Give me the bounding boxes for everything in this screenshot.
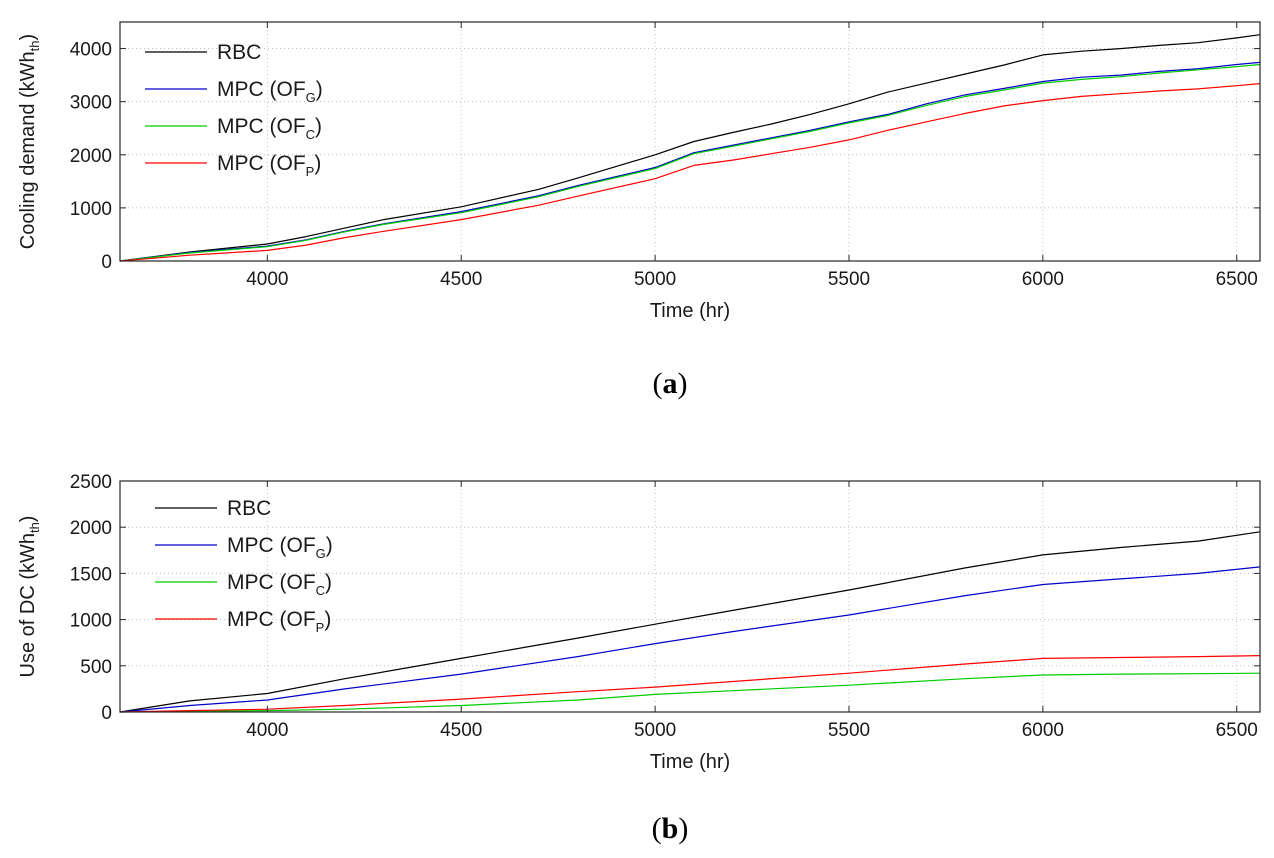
legend: RBC MPC (OFG) MPC (OFC) MPC (OFP) bbox=[145, 41, 323, 179]
x-tick-label: 6000 bbox=[1022, 720, 1064, 741]
legend-entry: MPC (OFG) bbox=[217, 78, 323, 105]
y-tick-label: 500 bbox=[80, 657, 112, 678]
y-tick-label: 2000 bbox=[70, 146, 112, 167]
x-tick-label: 6500 bbox=[1216, 720, 1258, 741]
y-tick-label: 2500 bbox=[70, 472, 112, 493]
legend-entry: RBC bbox=[217, 41, 261, 64]
x-tick-label: 4000 bbox=[246, 720, 288, 741]
y-tick-label: 1000 bbox=[70, 611, 112, 632]
legend-entry: MPC (OFC) bbox=[227, 571, 332, 598]
series-line-mpc-of-p bbox=[119, 655, 1261, 713]
x-axis-label: Time (hr) bbox=[650, 300, 730, 322]
x-tick-label: 6000 bbox=[1022, 269, 1064, 290]
y-tick-label: 0 bbox=[101, 703, 112, 724]
x-tick-label: 4500 bbox=[440, 269, 482, 290]
x-tick-label: 6500 bbox=[1216, 269, 1258, 290]
x-tick-label: 5000 bbox=[634, 720, 676, 741]
x-tick-label: 5000 bbox=[634, 269, 676, 290]
series-line-mpc-of-g bbox=[119, 566, 1261, 713]
series-line-rbc bbox=[119, 531, 1261, 713]
legend-entry: MPC (OFG) bbox=[227, 534, 333, 561]
series-line-rbc bbox=[119, 34, 1261, 262]
y-tick-label: 1000 bbox=[70, 199, 112, 220]
x-axis-label: Time (hr) bbox=[650, 751, 730, 773]
legend-entry: MPC (OFP) bbox=[227, 608, 331, 635]
chart-panel-a: 4000 4500 5000 5500 6000 6500 0 1000 2000 3000 400… bbox=[17, 21, 1261, 400]
legend: RBC MPC (OFG) MPC (OFC) MPC (OFP) bbox=[155, 497, 333, 635]
y-axis-label: Cooling demand (kWhth) bbox=[17, 34, 42, 249]
y-tick-label: 1500 bbox=[70, 564, 112, 585]
chart-panel-b: 4000 4500 5000 5500 6000 6500 0 500 1000 1500 2000… bbox=[17, 472, 1261, 845]
x-tick-label: 5500 bbox=[828, 269, 870, 290]
y-axis-label: Use of DC (kWhth) bbox=[17, 516, 42, 678]
series-line-mpc-of-c bbox=[119, 63, 1261, 262]
plot-frame bbox=[119, 21, 1261, 262]
legend-entry: MPC (OFP) bbox=[217, 152, 321, 179]
legend-entry: RBC bbox=[227, 497, 271, 520]
y-tick-label: 2000 bbox=[70, 518, 112, 539]
series-line-mpc-of-c bbox=[119, 672, 1261, 713]
y-tick-label: 0 bbox=[101, 252, 112, 273]
x-tick-label: 5500 bbox=[828, 720, 870, 741]
panel-caption: (a) bbox=[653, 367, 688, 400]
y-tick-label: 4000 bbox=[70, 40, 112, 61]
legend-entry: MPC (OFC) bbox=[217, 115, 322, 142]
y-tick-label: 3000 bbox=[70, 93, 112, 114]
plot-frame bbox=[119, 480, 1261, 713]
series-line-mpc-of-p bbox=[119, 83, 1261, 262]
x-tick-label: 4000 bbox=[246, 269, 288, 290]
panel-caption: (b) bbox=[652, 812, 689, 845]
x-tick-label: 4500 bbox=[440, 720, 482, 741]
